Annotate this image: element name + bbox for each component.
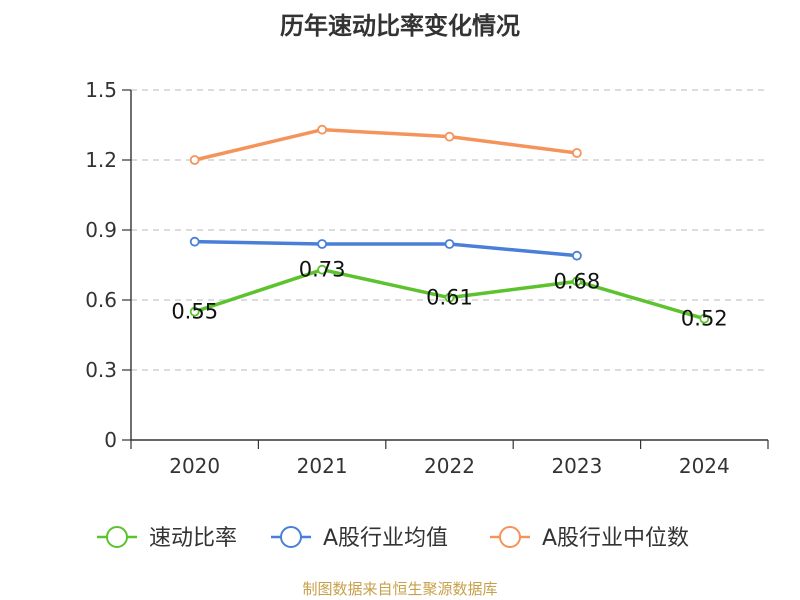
y-tick-label-0: 0 [104,428,117,452]
series-layer [189,124,710,324]
data-point-1-2022 [444,239,455,249]
legend-label-2: A股行业中位数 [542,526,689,551]
y-tick-label-4: 1.2 [85,148,117,172]
data-label-layer: 0.55 0.73 0.61 0.68 0.52 [171,258,727,331]
legend-item-1[interactable]: A股行业均值 [271,526,448,551]
y-tick-label-1: 0.3 [85,358,117,382]
data-point-1-2020 [189,236,200,247]
data-label-2020: 0.55 [171,300,218,324]
y-tick-label-2: 0.6 [85,288,117,312]
data-label-2024: 0.52 [681,307,728,331]
legend-marker-0 [106,526,128,548]
series-line-2 [194,127,578,162]
legend-marker-1 [280,526,302,548]
legend-label-1: A股行业均值 [323,526,448,551]
grid-layer [131,89,768,371]
x-tick-label-2023: 2023 [551,454,602,478]
chart-title: 历年速动比率变化情况 [280,12,520,40]
axis-layer: 0 0.3 0.6 0.9 1.2 1.5 2020 2021 2022 2023 2024 [85,78,769,478]
data-point-0-2024 [699,313,710,324]
x-tick-label-2021: 2021 [297,454,348,478]
data-point-2-2021 [317,124,328,135]
legend-label-0: 速动比率 [149,526,237,551]
data-point-2-2022 [444,131,455,142]
x-tick-label-2022: 2022 [424,454,475,478]
legend-item-0[interactable]: 速动比率 [97,526,237,551]
data-label-2022: 0.61 [426,286,473,310]
legend-marker-2 [499,526,521,548]
data-point-1-2021 [317,239,328,249]
data-point-0-2023 [572,276,582,287]
data-point-0-2020 [189,306,200,317]
legend: 速动比率 A股行业均值 A股行业中位数 [97,526,689,551]
x-tick-label-2020: 2020 [169,454,220,478]
source-note: 制图数据来自恒生聚源数据库 [302,580,498,598]
y-tick-label-3: 0.9 [85,218,117,242]
data-point-2-2023 [572,148,582,158]
data-label-2023: 0.68 [554,269,601,293]
series-line-1 [194,239,578,258]
data-point-0-2022 [444,292,455,303]
data-point-2-2020 [189,155,200,165]
legend-item-2[interactable]: A股行业中位数 [490,526,689,551]
y-tick-label-5: 1.5 [85,78,117,102]
data-point-1-2023 [572,250,582,261]
data-label-2021: 0.73 [299,258,346,282]
data-point-0-2021 [317,264,328,275]
x-tick-label-2024: 2024 [679,454,730,478]
